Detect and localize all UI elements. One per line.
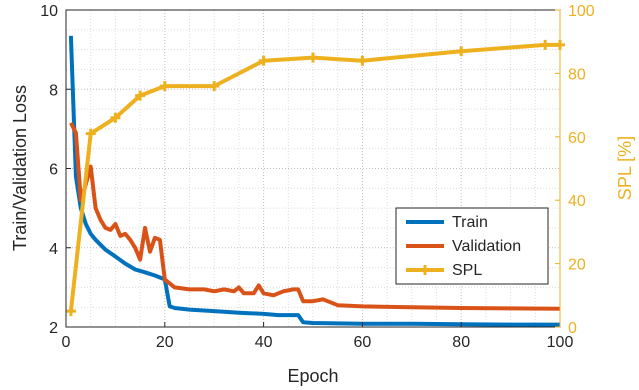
legend: Train Validation SPL bbox=[395, 207, 549, 285]
legend-label: Validation bbox=[452, 238, 521, 255]
spl-point bbox=[85, 128, 96, 139]
spl-point bbox=[308, 52, 318, 63]
spl-point bbox=[159, 81, 170, 92]
series-line-spl bbox=[68, 42, 560, 312]
spl-point bbox=[135, 90, 146, 101]
x-tick-label: 0 bbox=[62, 334, 71, 351]
x-axis-title: Epoch bbox=[287, 366, 338, 386]
series-line-train bbox=[68, 35, 560, 327]
x-tick-label: 60 bbox=[354, 334, 372, 351]
spl-point bbox=[357, 55, 368, 66]
spl-point bbox=[258, 55, 269, 66]
right-y-tick-label: 60 bbox=[568, 130, 586, 147]
right-y-tick-label: 80 bbox=[568, 66, 586, 83]
spl-point bbox=[110, 112, 121, 123]
legend-label: SPL bbox=[452, 262, 482, 279]
x-tick-label: 40 bbox=[255, 334, 273, 351]
left-y-tick-label: 2 bbox=[49, 320, 58, 337]
left-y-tick-label: 8 bbox=[49, 82, 58, 99]
right-y-tick-label: 40 bbox=[568, 193, 586, 210]
left-y-tick-label: 10 bbox=[40, 3, 58, 20]
right-y-axis-title: SPL [%] bbox=[615, 136, 635, 200]
plot-area bbox=[65, 35, 565, 327]
spl-point bbox=[65, 306, 76, 317]
series-line-validation bbox=[69, 121, 561, 311]
x-tick-label: 100 bbox=[547, 334, 574, 351]
legend-label: Train bbox=[452, 214, 488, 231]
right-y-tick-label: 100 bbox=[568, 3, 595, 20]
left-y-tick-label: 4 bbox=[49, 241, 58, 258]
x-tick-label: 20 bbox=[156, 334, 174, 351]
spl-point bbox=[209, 81, 220, 92]
x-tick-label: 80 bbox=[452, 334, 470, 351]
left-y-tick-label: 6 bbox=[49, 162, 58, 179]
left-y-axis-title: Train/Validation Loss bbox=[10, 85, 30, 251]
right-y-tick-label: 20 bbox=[568, 257, 586, 274]
spl-point bbox=[540, 39, 551, 50]
right-y-tick-label: 0 bbox=[568, 320, 577, 337]
spl-point bbox=[456, 46, 467, 57]
